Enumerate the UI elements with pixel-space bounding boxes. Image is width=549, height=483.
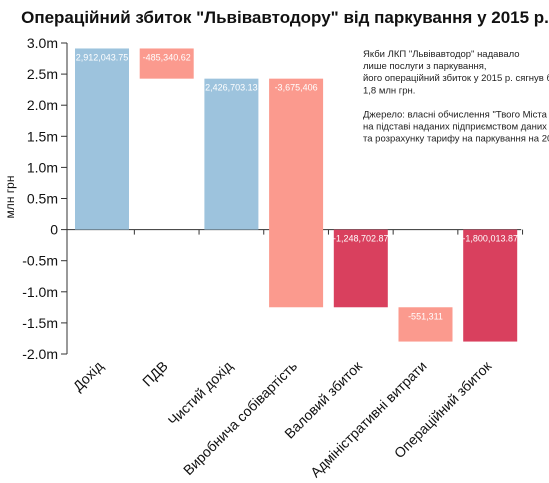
bar <box>269 78 324 308</box>
x-category-label: Адміністративні витрати <box>307 358 430 481</box>
bar <box>139 48 194 79</box>
x-category-label: Чистий дохід <box>165 358 236 429</box>
x-category-label: Дохід <box>70 358 106 394</box>
annotation-line: та розрахунку тарифу на паркування на 20… <box>363 134 549 145</box>
bar <box>75 48 129 230</box>
y-tick-label: -1.0m <box>22 284 58 300</box>
y-tick-label: 0.5m <box>27 191 58 207</box>
annotation-line: його операційний збиток у 2015 р. сягнув… <box>363 73 549 84</box>
annotation-line: лише послуги з паркування, <box>363 61 487 72</box>
bar-value-label: -485,340.62 <box>143 52 191 62</box>
bar <box>398 307 453 342</box>
annotation-line: Якби ЛКП "Львівавтодор" надавало <box>363 49 520 60</box>
bars: 2,912,043.75 -485,340.62 2,426,703.13 -3,67… <box>75 48 518 342</box>
annotation-line: Джерело: власні обчислення "Твого Міста <box>363 110 548 121</box>
y-tick-label: -2.0m <box>22 346 58 362</box>
bar-value-label: -551,311 <box>408 311 443 321</box>
x-category-label: Виробнича собівартість <box>180 358 300 478</box>
x-category-label: ПДВ <box>139 358 171 390</box>
y-tick-label: 2.0m <box>27 97 58 113</box>
y-axis-label: млн грн <box>3 176 17 219</box>
bar <box>204 78 259 230</box>
y-tick-label: 1.0m <box>27 159 58 175</box>
bar-value-label: -1,800,013.87 <box>462 234 518 244</box>
bar-value-label: 2,426,703.13 <box>205 83 258 93</box>
y-tick-label: 2.5m <box>27 66 58 82</box>
bar-value-label: 2,912,043.75 <box>76 52 129 62</box>
y-tick-label: 0 <box>50 222 58 238</box>
y-tick-label: 1.5m <box>27 128 58 144</box>
y-axis: 3.0m 2.5m 2.0m 1.5m 1.0m 0.5m 0 -0.5m -1.0m -1.5m… <box>22 35 524 362</box>
y-tick-label: -1.5m <box>22 315 58 331</box>
annotation-line: на підставі наданих підприємством даних <box>363 122 547 133</box>
annotation-line: 1,8 млн грн. <box>363 85 415 96</box>
y-tick-label: 3.0m <box>27 35 58 51</box>
bar <box>333 229 388 308</box>
chart-title: Операційний збиток "Львівавтодору" від п… <box>21 8 549 27</box>
bar <box>463 229 518 342</box>
y-tick-label: -0.5m <box>22 253 58 269</box>
bar-value-label: -1,248,702.87 <box>333 234 389 244</box>
bar-value-label: -3,675,406 <box>275 83 318 93</box>
